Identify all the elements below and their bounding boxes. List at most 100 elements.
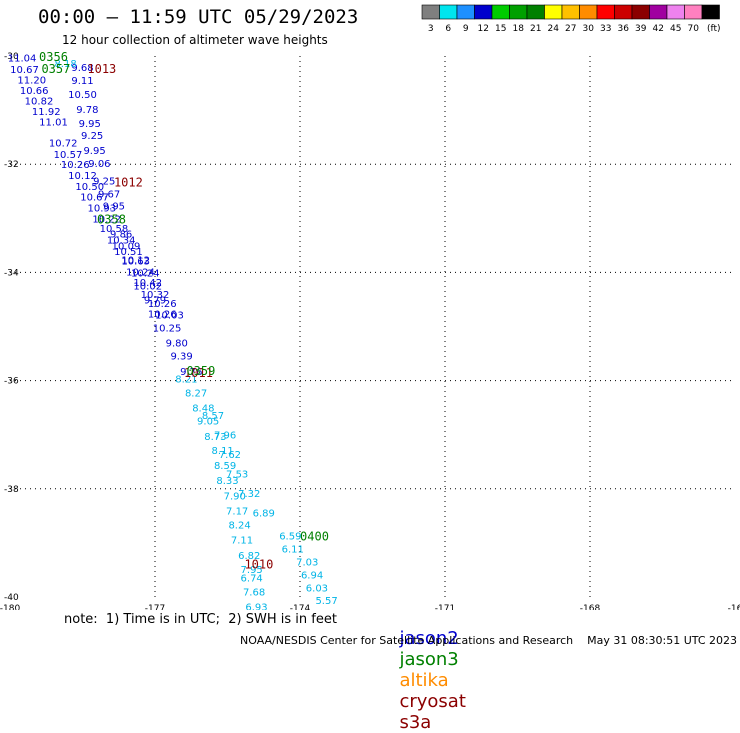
wave-height-point: 11.20 bbox=[17, 75, 46, 86]
x-tick-label: -171 bbox=[435, 604, 455, 610]
y-tick-label: -32 bbox=[4, 160, 19, 170]
wave-height-point: 10.32 bbox=[141, 290, 170, 301]
wave-height-point: 10.57 bbox=[54, 150, 83, 161]
wave-height-point: 7.03 bbox=[296, 557, 318, 568]
wave-height-point: 10.22 bbox=[92, 214, 121, 225]
time-label: 0358 bbox=[97, 212, 126, 226]
wave-height-point: 8.48 bbox=[192, 404, 214, 415]
wave-height-point: 10.58 bbox=[100, 224, 129, 235]
wave-height-point: 8.73 bbox=[204, 432, 226, 443]
scale-tick-label: 3 bbox=[428, 24, 434, 34]
pressure-label: 1011 bbox=[184, 366, 213, 380]
legend-jason3: jason3 bbox=[399, 649, 459, 670]
wave-height-point: 9.25 bbox=[81, 131, 103, 142]
wave-height-point: 5.57 bbox=[315, 596, 337, 607]
wave-height-point: 9.67 bbox=[98, 189, 120, 200]
wave-height-point: 8.21 bbox=[175, 374, 197, 385]
scale-tick-label: 12 bbox=[478, 24, 489, 34]
wave-height-point: 8.18 bbox=[54, 59, 76, 70]
wave-height-point: 10.34 bbox=[107, 235, 136, 246]
wave-height-point: 6.94 bbox=[301, 570, 323, 581]
scale-tick-label: 70 bbox=[688, 24, 700, 34]
scale-tick-label: 18 bbox=[513, 24, 525, 34]
page-title: 00:00 – 11:59 UTC 05/29/2023 bbox=[38, 6, 359, 28]
time-label: 0359 bbox=[186, 364, 215, 378]
wave-height-point: 10.02 bbox=[133, 281, 162, 292]
scale-tick-label: 27 bbox=[565, 24, 576, 34]
wave-height-point: 9.11 bbox=[71, 76, 93, 87]
wave-height-point: 8.33 bbox=[216, 476, 238, 487]
wave-height-point: 11.92 bbox=[32, 107, 61, 118]
wave-height-point: 10.67 bbox=[10, 65, 39, 76]
scale-tick-label: 33 bbox=[600, 24, 611, 34]
wave-height-point: 10.51 bbox=[114, 247, 143, 258]
scale-tick-label: 45 bbox=[670, 24, 681, 34]
wave-height-point: 6.89 bbox=[253, 509, 275, 520]
wave-height-point: 10.42 bbox=[133, 278, 162, 289]
wave-height-color-scale: 3 6 9 12 15 18 21 24 27 30 33 36 39 42 45 70 (ft) bbox=[421, 4, 721, 34]
scale-tick-label: 42 bbox=[653, 24, 664, 34]
wave-height-point: 9.95 bbox=[79, 119, 101, 130]
satellite-legend: jason2 jason3 altika cryosat s3a bbox=[388, 607, 474, 733]
scale-tick-label: 39 bbox=[635, 24, 647, 34]
wave-height-point: 6.03 bbox=[306, 583, 328, 594]
wave-height-point: 10.93 bbox=[88, 203, 117, 214]
wave-height-point: 10.66 bbox=[20, 86, 49, 97]
wave-height-point: 9.78 bbox=[76, 105, 98, 116]
page-subtitle: 12 hour collection of altimeter wave hei… bbox=[62, 33, 328, 47]
scale-tick-label: 15 bbox=[495, 24, 506, 34]
wave-height-point: 7.96 bbox=[214, 431, 236, 442]
wave-height-point: 6.59 bbox=[279, 531, 301, 542]
wave-height-point: 10.24 bbox=[131, 268, 160, 279]
wave-height-point: 6.93 bbox=[245, 603, 267, 610]
wave-height-point: 8.57 bbox=[202, 411, 224, 422]
credit-line: NOAA/NESDIS Center for Satellite Applica… bbox=[240, 634, 738, 647]
wave-height-point: 9.79 bbox=[144, 295, 166, 306]
wave-height-point: 8.11 bbox=[212, 446, 234, 457]
wave-height-point: 5.88 bbox=[320, 609, 342, 610]
legend-cryosat: cryosat bbox=[399, 691, 466, 712]
scale-tick-label: 24 bbox=[548, 24, 560, 34]
wave-height-point: 6.11 bbox=[282, 544, 304, 555]
legend-s3a: s3a bbox=[399, 712, 432, 733]
y-tick-label: -36 bbox=[4, 377, 19, 387]
wave-height-point: 10.26 bbox=[61, 160, 90, 171]
wave-height-point: 9.86 bbox=[110, 229, 132, 240]
wave-height-point: 6.74 bbox=[241, 574, 263, 585]
wave-height-point: 10.12 bbox=[68, 171, 97, 182]
pressure-label: 1013 bbox=[87, 62, 116, 76]
footer-note: note: 1) Time is in UTC; 2) SWH is in fe… bbox=[64, 612, 337, 627]
wave-height-point: 9.80 bbox=[166, 339, 188, 350]
wave-height-point: 10.26 bbox=[148, 299, 177, 310]
wave-height-point: 11.04 bbox=[8, 54, 37, 65]
wave-height-point: 7.95 bbox=[241, 565, 263, 576]
scale-tick-label: 30 bbox=[583, 24, 595, 34]
legend-altika: altika bbox=[399, 670, 449, 691]
wave-height-point: 10.24 bbox=[126, 267, 155, 278]
wave-height-point: 10.26 bbox=[148, 310, 177, 321]
wave-height-point: 10.67 bbox=[80, 193, 109, 204]
wave-height-point: 7.11 bbox=[231, 536, 253, 547]
y-tick-label: -38 bbox=[4, 485, 19, 495]
wave-height-point: 9.39 bbox=[170, 352, 192, 363]
wave-height-point: 8.27 bbox=[185, 389, 207, 400]
wave-height-point: 10.25 bbox=[153, 324, 182, 335]
x-tick-label: -168 bbox=[580, 604, 601, 610]
time-label: 0400 bbox=[300, 529, 329, 543]
pressure-label: 1010 bbox=[244, 557, 273, 571]
wave-height-point: 7.17 bbox=[226, 506, 248, 517]
wave-height-point: 10.72 bbox=[49, 139, 78, 150]
wave-height-point: 10.09 bbox=[112, 241, 141, 252]
scale-tick-label: 21 bbox=[530, 24, 541, 34]
y-tick-label: -40 bbox=[4, 593, 19, 603]
scale-tick-label: 36 bbox=[618, 24, 630, 34]
wave-height-point: 9.25 bbox=[93, 176, 115, 187]
x-tick-label: -174 bbox=[290, 604, 311, 610]
legend-jason2: jason2 bbox=[399, 628, 459, 649]
x-tick-label: -177 bbox=[145, 604, 165, 610]
pressure-label: 1012 bbox=[114, 176, 143, 190]
wave-height-point: 8.59 bbox=[214, 461, 236, 472]
wave-height-point: 10.82 bbox=[25, 96, 54, 107]
wave-height-point: 10.63 bbox=[121, 256, 150, 267]
wave-height-point: 9.06 bbox=[88, 159, 110, 170]
